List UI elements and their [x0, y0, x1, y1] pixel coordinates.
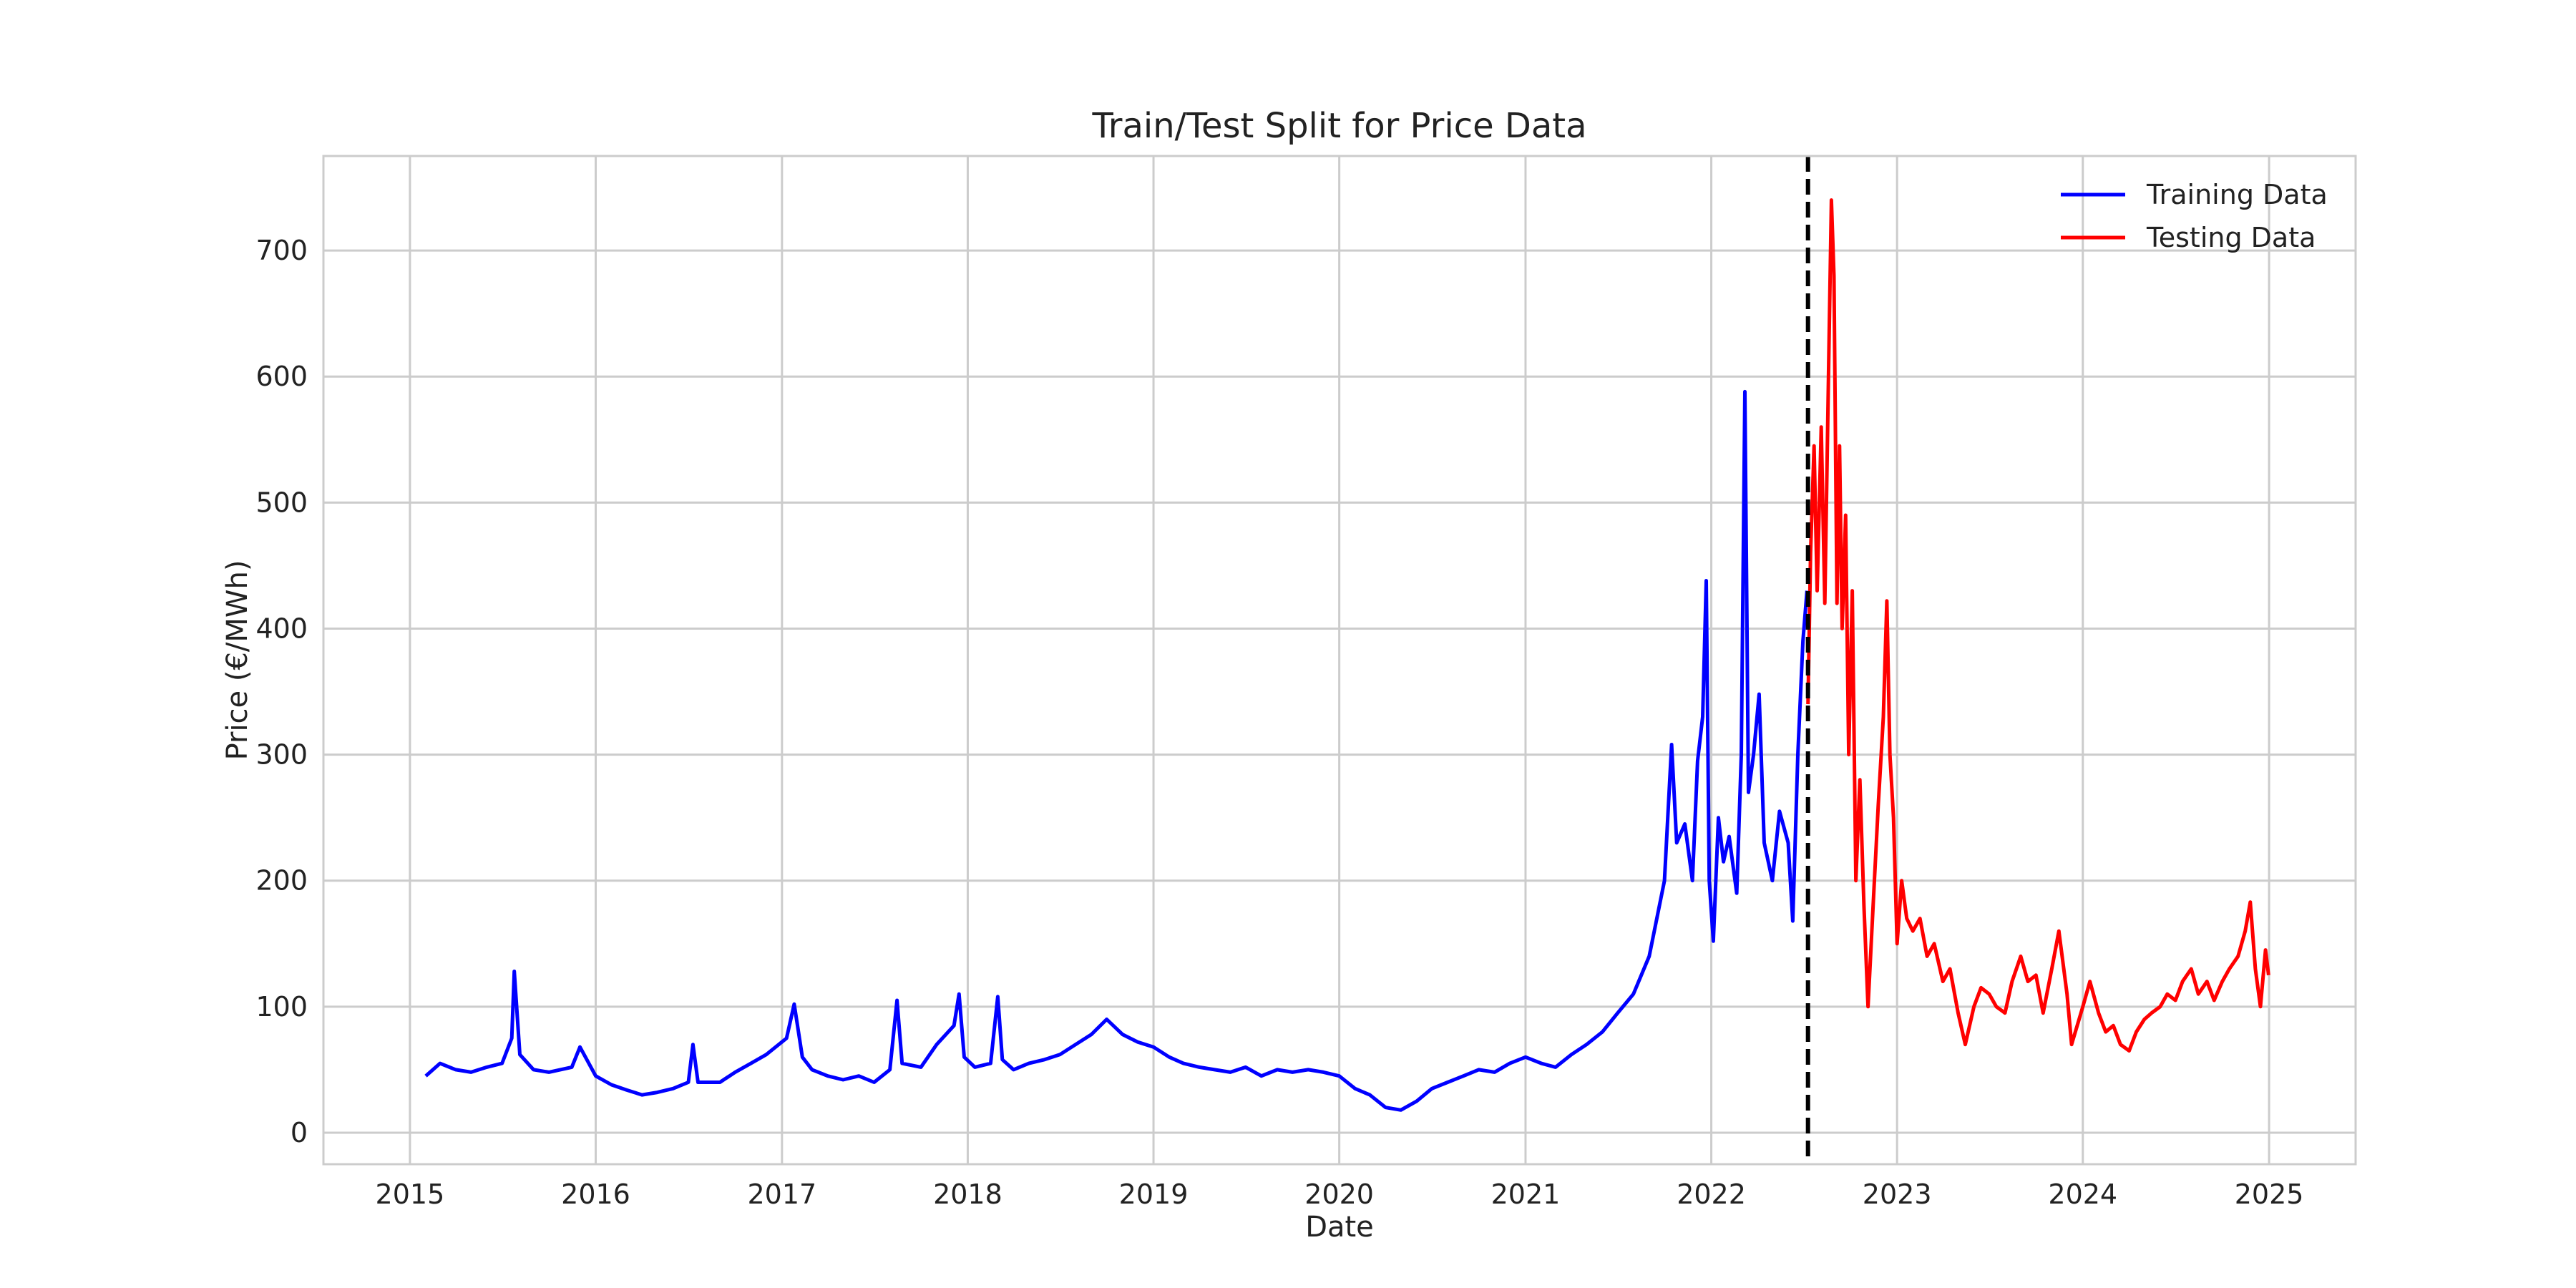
x-tick-label: 2021: [1491, 1179, 1561, 1210]
plot-frame: [322, 155, 2357, 1166]
legend-label: Training Data: [2146, 179, 2328, 210]
y-tick-label: 0: [291, 1117, 308, 1148]
y-tick-labels: 0 100 200 300 400 500 600 700: [255, 235, 308, 1148]
x-tick-label: 2023: [1863, 1179, 1932, 1210]
series-line-training: [424, 389, 1809, 1112]
x-tick-label: 2022: [1677, 1179, 1746, 1210]
y-tick-label: 300: [255, 739, 308, 771]
x-tick-label: 2019: [1119, 1179, 1189, 1210]
series-layer: [424, 198, 2270, 1112]
grid-layer: [323, 156, 2356, 1164]
x-tick-label: 2025: [2235, 1179, 2304, 1210]
x-tick-label: 2015: [376, 1179, 445, 1210]
y-tick-label: 500: [255, 487, 308, 518]
chart-title: Train/Test Split for Price Data: [1091, 106, 1586, 146]
legend: Training Data Testing Data: [2061, 179, 2328, 253]
y-tick-label: 200: [255, 865, 308, 897]
y-tick-label: 700: [255, 235, 308, 266]
x-axis-label: Date: [1305, 1211, 1374, 1244]
x-tick-label: 2024: [2048, 1179, 2117, 1210]
legend-label: Testing Data: [2146, 222, 2316, 253]
x-tick-label: 2017: [747, 1179, 816, 1210]
series-line-testing: [1806, 198, 2270, 1053]
y-tick-label: 600: [255, 361, 308, 392]
y-tick-label: 400: [255, 613, 308, 644]
y-axis-label: Price (€/MWh): [221, 560, 254, 761]
x-tick-label: 2018: [933, 1179, 1002, 1210]
x-tick-labels: 2015 2016 2017 2018 2019 2020 2021 2022 2023 2024…: [376, 1179, 2304, 1210]
x-tick-label: 2020: [1304, 1179, 1374, 1210]
x-tick-label: 2016: [561, 1179, 630, 1210]
y-tick-label: 100: [255, 991, 308, 1023]
